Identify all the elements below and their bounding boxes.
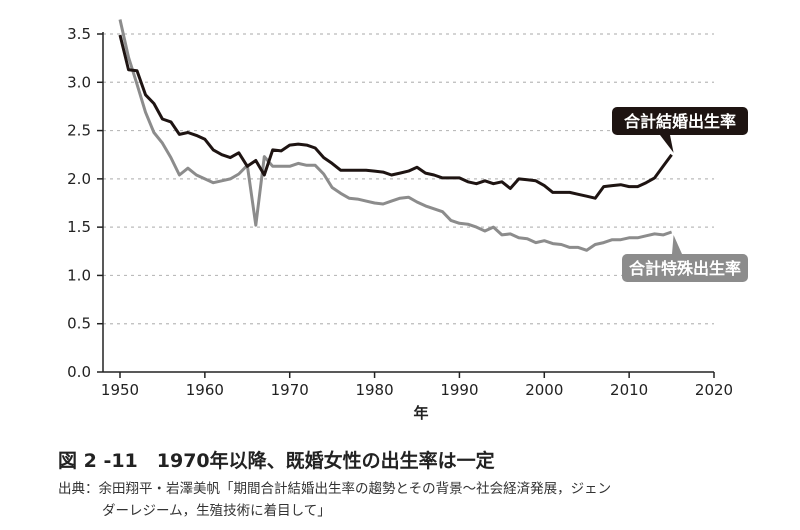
callout-pointer — [672, 234, 682, 254]
source-line-1: 出典：余田翔平・岩澤美帆「期間合計結婚出生率の趨勢とその背景〜社会経済発展，ジェ… — [58, 481, 612, 497]
y-tick-label: 0.0 — [67, 363, 91, 381]
x-tick-label: 1970 — [271, 381, 309, 399]
y-tick-label: 1.0 — [67, 266, 91, 284]
x-tick-label: 2000 — [525, 381, 563, 399]
y-tick-label: 2.5 — [67, 122, 91, 140]
series-line-0 — [118, 34, 673, 200]
x-tick-label: 2010 — [610, 381, 648, 399]
series-line-1 — [118, 19, 673, 252]
y-tick-label: 1.5 — [67, 218, 91, 236]
x-tick-label: 1980 — [355, 381, 393, 399]
legend-label-0: 合計結婚出生率 — [624, 112, 736, 131]
x-axis-label: 年 — [413, 404, 428, 422]
figure-source: 出典：余田翔平・岩澤美帆「期間合計結婚出生率の趨勢とその背景〜社会経済発展，ジェ… — [58, 478, 758, 522]
x-tick-label: 1950 — [101, 381, 139, 399]
y-tick-label: 2.0 — [67, 170, 91, 188]
x-tick-label: 1960 — [186, 381, 224, 399]
legend-label-1: 合計特殊出生率 — [629, 259, 741, 278]
x-tick-label: 1990 — [440, 381, 478, 399]
y-tick-label: 3.5 — [67, 25, 91, 43]
callout-box — [612, 107, 748, 135]
callout-box — [622, 254, 748, 282]
figure-title: 図 2 -11 1970年以降、既婚女性の出生率は一定 — [58, 450, 495, 472]
chart: 0.0 0.5 1.0 1.5 2.0 2.5 3.0 3.5 1950 1960 1970 1980… — [67, 19, 748, 422]
callout-pointer — [660, 135, 674, 153]
y-tick-label: 0.5 — [67, 315, 91, 333]
source-line-2: ダーレジーム，生殖技術に着目して」 — [102, 503, 331, 519]
y-tick-label: 3.0 — [67, 73, 91, 91]
x-tick-label: 2020 — [695, 381, 733, 399]
